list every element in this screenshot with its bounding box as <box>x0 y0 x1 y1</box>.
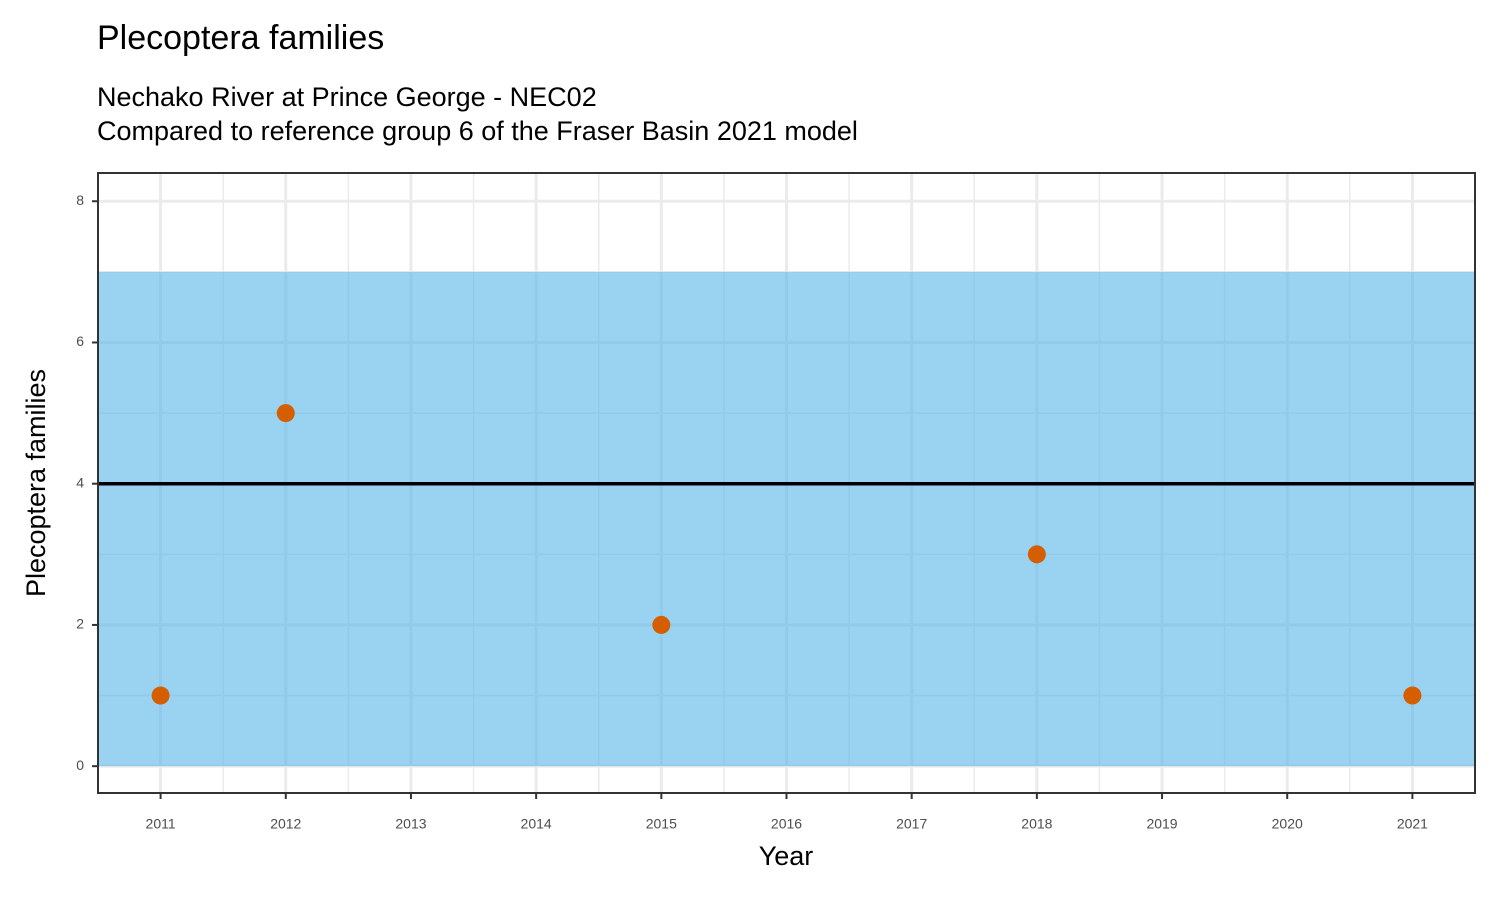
x-tick-label: 2012 <box>270 816 301 832</box>
point <box>151 686 170 705</box>
point <box>1027 545 1046 564</box>
x-tick-label: 2011 <box>146 816 176 832</box>
x-tick-label: 2014 <box>521 816 552 832</box>
x-tick-label: 2013 <box>395 816 426 832</box>
chart-subtitle: Compared to reference group 6 of the Fra… <box>97 116 858 146</box>
x-tick-label: 2015 <box>646 816 677 832</box>
point <box>1403 686 1422 705</box>
y-tick-label: 4 <box>76 474 84 490</box>
reference-band <box>98 271 1475 767</box>
chart-subtitle: Nechako River at Prince George - NEC02 <box>97 82 597 112</box>
x-axis-label: Year <box>759 841 814 871</box>
x-tick-label: 2020 <box>1272 816 1303 832</box>
x-tick-label: 2016 <box>771 816 802 832</box>
panel-border <box>97 172 1476 794</box>
y-tick-label: 8 <box>76 192 84 208</box>
y-tick-label: 2 <box>76 616 84 632</box>
point <box>276 404 295 423</box>
x-tick-label: 2017 <box>896 816 927 832</box>
x-tick-label: 2021 <box>1397 816 1428 832</box>
point <box>652 615 671 634</box>
x-tick-label: 2018 <box>1021 816 1052 832</box>
y-tick-label: 0 <box>76 757 84 773</box>
y-tick-label: 6 <box>76 333 84 349</box>
chart-title: Plecoptera families <box>97 19 384 57</box>
y-axis-label: Plecoptera families <box>21 369 51 597</box>
x-tick-label: 2019 <box>1146 816 1177 832</box>
